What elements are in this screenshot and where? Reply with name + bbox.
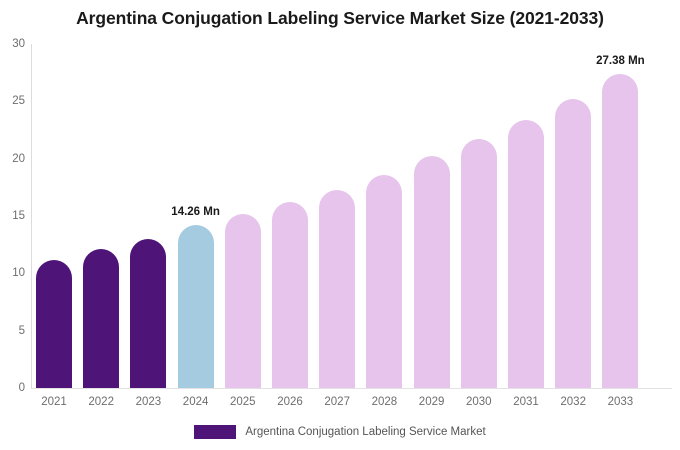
y-axis-tick-label: 0 xyxy=(18,382,25,394)
bar-column[interactable] xyxy=(272,44,308,388)
x-axis-tick-2023: 2023 xyxy=(135,396,162,408)
y-axis-tick-label: 25 xyxy=(12,95,25,108)
bar-column[interactable]: 14.26 Mn xyxy=(171,44,220,388)
x-axis-tick-2022: 2022 xyxy=(88,396,114,408)
bar-column[interactable]: 27.38 Mn xyxy=(596,44,645,388)
y-axis-tick-label: 5 xyxy=(18,324,25,337)
x-axis-line xyxy=(31,388,672,389)
x-axis-tick-2029: 2029 xyxy=(418,396,445,408)
bar-column[interactable] xyxy=(319,44,356,388)
x-axis-tick-2025: 2025 xyxy=(230,396,256,408)
x-axis-tick-2021: 2021 xyxy=(41,396,67,408)
bar-2029[interactable] xyxy=(413,156,450,388)
bar-column[interactable] xyxy=(508,44,544,388)
chart-title: Argentina Conjugation Labeling Service M… xyxy=(76,8,604,28)
bar-2023[interactable] xyxy=(130,238,167,388)
chart-legend: Argentina Conjugation Labeling Service M… xyxy=(0,425,680,439)
x-axis-tick-2024: 2024 xyxy=(182,396,209,408)
y-axis-line xyxy=(31,44,32,388)
bar-2031[interactable] xyxy=(508,119,544,388)
bar-2033[interactable] xyxy=(602,74,639,388)
x-axis-tick-2030: 2030 xyxy=(466,396,492,408)
y-axis-tick-label: 20 xyxy=(12,152,25,165)
legend-item[interactable]: Argentina Conjugation Labeling Service M… xyxy=(194,425,486,439)
bar-2027[interactable] xyxy=(319,189,356,388)
x-axis-tick-2027: 2027 xyxy=(324,396,350,408)
x-axis-tick-2031: 2031 xyxy=(513,396,539,408)
bar-column[interactable] xyxy=(460,44,497,388)
bar-column[interactable] xyxy=(224,44,261,388)
legend-swatch xyxy=(194,425,237,439)
bar-value-label-2033: 27.38 Mn xyxy=(596,55,645,68)
bar-2021[interactable] xyxy=(36,259,72,388)
y-axis-tick-label: 10 xyxy=(12,267,25,280)
legend-label: Argentina Conjugation Labeling Service M… xyxy=(245,426,486,438)
bar-2024[interactable] xyxy=(177,224,214,388)
bar-column[interactable] xyxy=(413,44,450,388)
bar-column[interactable] xyxy=(366,44,403,388)
bar-2030[interactable] xyxy=(460,139,497,388)
plot-area: 0 5 10 15 20 25 30 14.26 Mn 27.38 Mn 2021 2022 20… xyxy=(12,38,672,408)
x-axis-tick-2033: 2033 xyxy=(607,396,634,408)
y-axis-tick-label: 15 xyxy=(12,210,25,222)
bar-column[interactable] xyxy=(130,44,167,388)
bar-2025[interactable] xyxy=(224,213,261,388)
x-axis-tick-2028: 2028 xyxy=(371,396,398,408)
x-axis-tick-2026: 2026 xyxy=(277,396,303,408)
y-axis-tick-label: 30 xyxy=(12,38,25,50)
bar-2022[interactable] xyxy=(83,249,120,388)
bar-2026[interactable] xyxy=(272,202,308,388)
x-axis-tick-2032: 2032 xyxy=(560,396,586,408)
bar-value-label-2024: 14.26 Mn xyxy=(171,205,220,218)
bar-2028[interactable] xyxy=(366,174,403,388)
bar-2032[interactable] xyxy=(555,99,592,388)
bar-column[interactable] xyxy=(555,44,592,388)
bar-column[interactable] xyxy=(36,44,72,388)
bar-column[interactable] xyxy=(83,44,120,388)
